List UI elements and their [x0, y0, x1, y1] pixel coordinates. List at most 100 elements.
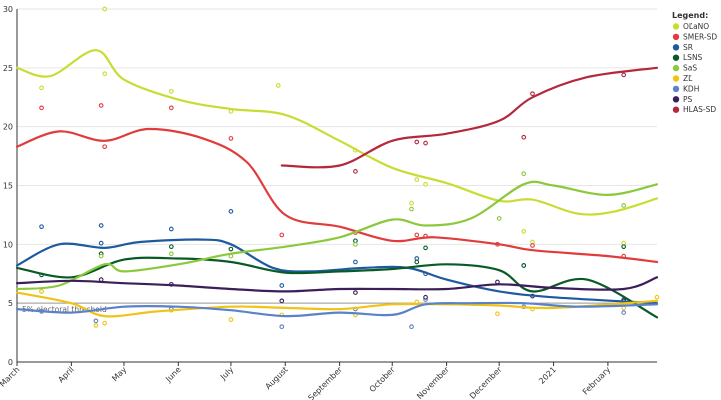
trend-line-smer-sd: [15, 127, 659, 264]
x-tick-label: July: [218, 365, 235, 382]
poll-point-smer-sd: [102, 144, 108, 150]
poll-point-sr: [98, 240, 104, 246]
legend-label-olano: OĽaNO: [683, 22, 709, 31]
poll-point-lsns: [521, 263, 527, 268]
legend-label-ps: PS: [683, 95, 693, 104]
poll-point-ps: [423, 294, 428, 300]
poll-point-smer-sd: [39, 105, 44, 111]
poll-point-olano: [423, 181, 428, 187]
x-tick-label: April: [56, 365, 75, 384]
legend-swatch-sas: [672, 64, 680, 72]
legend-label-lsns: LSNS: [683, 53, 703, 62]
x-tick-label: May: [110, 365, 128, 383]
trend-line-kdh: [15, 301, 659, 318]
y-tick-label: 10: [3, 240, 13, 249]
poll-point-olano: [168, 89, 174, 94]
poll-point-smer-sd: [168, 105, 174, 111]
legend-swatch-ps: [672, 96, 680, 103]
legend-label-sas: SaS: [683, 64, 697, 73]
trend-line-lsns: [15, 256, 659, 319]
legend-swatch-hlas-sd: [672, 106, 680, 113]
poll-point-kdh: [279, 324, 285, 330]
poll-point-smer-sd: [228, 136, 234, 141]
poll-point-olano: [39, 85, 44, 91]
legend-swatch-lsns: [672, 54, 680, 61]
points-layer: [39, 6, 660, 330]
x-tick-label: August: [264, 365, 290, 391]
threshold-label: 5% electoral threshold: [22, 305, 107, 314]
legend-swatch-sr: [672, 44, 680, 51]
poll-point-sas: [409, 206, 414, 212]
x-tick-label: March: [0, 365, 21, 389]
poll-point-hlas-sd: [621, 72, 627, 78]
legend-swatch-olano: [672, 23, 680, 30]
trend-line-hlas-sd: [280, 66, 659, 169]
y-tick-label: 0: [8, 358, 13, 367]
poll-point-sr: [98, 223, 104, 228]
axis-layer: 0 5 10 15 20 25 30 March April May June July August S…: [0, 5, 657, 400]
legend-swatch-zl: [672, 75, 680, 82]
x-tick-label: February: [581, 365, 613, 397]
poll-point-sas: [621, 203, 627, 208]
poll-point-olano: [102, 6, 108, 12]
y-tick-label: 5: [8, 299, 13, 308]
poll-point-hlas-sd: [414, 139, 420, 145]
poll-point-lsns: [414, 259, 420, 265]
poll-point-olano: [521, 229, 527, 234]
poll-point-sas: [353, 241, 358, 247]
poll-point-sr: [168, 226, 174, 232]
poll-point-sas: [98, 253, 104, 259]
y-tick-label: 25: [3, 64, 13, 73]
legend-label-kdh: KDH: [683, 84, 699, 93]
poll-point-zl: [495, 311, 500, 317]
poll-point-sr: [228, 209, 234, 214]
trend-line-olano: [15, 49, 659, 216]
poll-point-ps: [353, 290, 358, 295]
trend-line-sas: [15, 180, 659, 291]
poll-point-ps: [279, 298, 285, 304]
poll-point-kdh: [93, 318, 99, 324]
poll-point-sr: [279, 283, 285, 288]
poll-point-hlas-sd: [530, 91, 535, 97]
poll-point-sas: [496, 216, 502, 221]
poll-point-sr: [353, 259, 358, 265]
y-tick-label: 30: [3, 5, 13, 14]
legend-label-hlas-sd: HLAS-SD: [683, 105, 716, 114]
poll-point-olano: [414, 177, 420, 182]
poll-point-lsns: [228, 246, 234, 252]
poll-point-zl: [39, 289, 44, 294]
grid-layer: [17, 8, 657, 304]
poll-point-smer-sd: [279, 232, 285, 238]
poll-point-zl: [93, 323, 99, 328]
poll-point-zl: [102, 320, 108, 326]
trend-line-zl: [15, 291, 659, 318]
poll-point-hlas-sd: [353, 169, 358, 174]
y-tick-label: 15: [3, 182, 13, 191]
trend-line-ps: [15, 276, 659, 293]
y-tick-label: 20: [3, 123, 13, 132]
poll-point-olano: [275, 83, 281, 88]
legend-title: Legend:: [672, 11, 708, 20]
legend-label-zl: ZĽ: [683, 74, 693, 83]
poll-point-lsns: [168, 244, 174, 250]
legend-label-smer-sd: SMER-SD: [683, 32, 717, 41]
x-tick-label: 2021: [537, 365, 558, 386]
poll-point-sr: [39, 224, 44, 230]
lines-layer: [15, 49, 659, 319]
poll-point-smer-sd: [98, 103, 104, 108]
x-tick-label: November: [415, 365, 451, 400]
legend-swatch-smer-sd: [672, 33, 680, 41]
poll-point-smer-sd: [530, 243, 535, 248]
legend-swatch-kdh: [672, 85, 680, 93]
poll-point-olano: [102, 71, 108, 77]
poll-point-zl: [228, 317, 234, 322]
x-tick-label: June: [163, 365, 182, 384]
poll-point-kdh: [409, 324, 414, 330]
poll-point-hlas-sd: [423, 140, 428, 146]
x-tick-label: October: [368, 365, 398, 395]
poll-point-sas: [168, 251, 174, 257]
threshold-layer: 5% electoral threshold: [17, 302, 657, 314]
x-tick-label: September: [306, 365, 344, 400]
